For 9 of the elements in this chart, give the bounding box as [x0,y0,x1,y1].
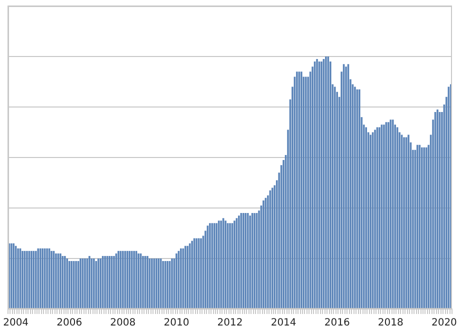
x-tick-label: 2018 [378,318,404,329]
x-tick-label: 2016 [324,318,350,329]
x-tick-label: 2020 [431,318,457,329]
x-tick-label: 2014 [270,318,296,329]
x-tick-label: 2004 [3,318,29,329]
x-tick-label: 2008 [110,318,136,329]
x-tick-label: 2006 [56,318,82,329]
x-tick-label: 2010 [164,318,190,329]
x-tick-label: 2012 [217,318,243,329]
